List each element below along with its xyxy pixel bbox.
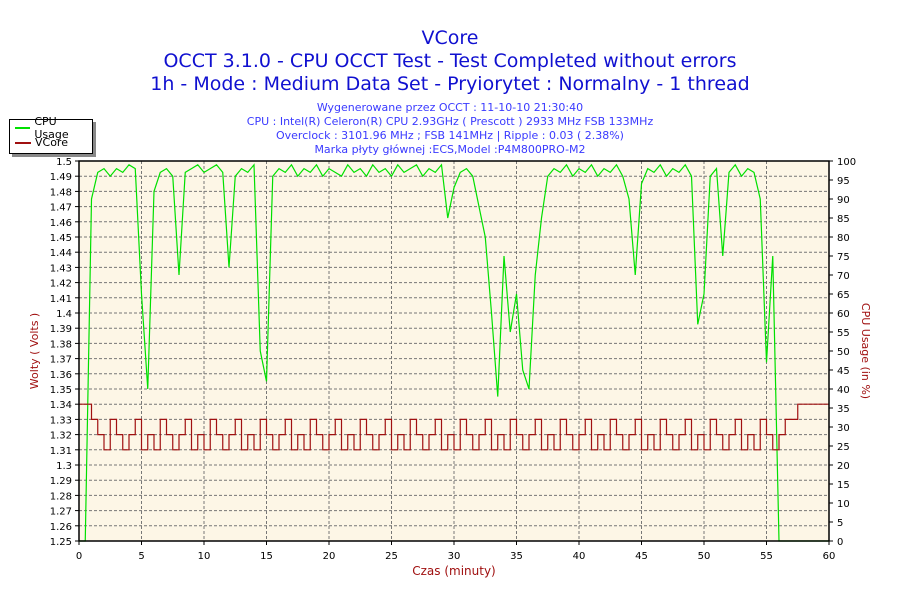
chart-subtitle-1: OCCT 3.1.0 - CPU OCCT Test - Test Comple… [163,50,737,72]
y-tick-label: 1.42 [50,279,72,290]
y2-tick-label: 90 [837,195,850,206]
y-tick-label: 1.3 [56,461,72,472]
x-axis-label: Czas (minuty) [412,564,496,578]
y2-tick-label: 70 [837,271,850,282]
y2-axis-label: CPU Usage (in %) [859,303,872,399]
y2-tick-label: 55 [837,328,850,339]
info-cpu: CPU : Intel(R) Celeron(R) CPU 2.93GHz ( … [246,115,654,128]
y2-tick-label: 75 [837,252,850,263]
y2-tick-label: 10 [837,499,850,510]
y2-tick-label: 85 [837,214,850,225]
y-tick-label: 1.25 [50,537,72,548]
legend-label-vcore: VCore [35,136,68,149]
y-tick-label: 1.31 [50,446,72,457]
y-tick-label: 1.46 [50,218,72,229]
y2-tick-label: 15 [837,480,850,491]
y-tick-label: 1.26 [50,522,72,533]
info-motherboard: Marka płyty głównej :ECS,Model :P4M800PR… [314,143,586,156]
y2-tick-label: 0 [837,537,843,548]
legend-item-cpu-usage: CPU Usage [15,115,92,141]
y-tick-label: 1.34 [50,400,72,411]
y-tick-label: 1.27 [50,507,72,518]
y-axis-label: Wolty ( Volts ) [28,313,41,389]
x-tick-label: 45 [635,551,648,562]
y2-tick-label: 60 [837,309,850,320]
y2-tick-label: 30 [837,423,850,434]
y2-tick-label: 5 [837,518,843,529]
y2-tick-label: 80 [837,233,850,244]
info-generated: Wygenerowane przez OCCT : 11-10-10 21:30… [316,101,584,114]
y2-tick-label: 35 [837,404,850,415]
y2-tick-label: 95 [837,176,850,187]
y-tick-label: 1.4 [56,309,72,320]
y-tick-label: 1.49 [50,172,72,183]
y-tick-label: 1.29 [50,476,72,487]
x-tick-label: 0 [76,551,82,562]
legend-swatch-cpu [15,126,31,129]
y-tick-label: 1.44 [50,248,72,259]
chart-subtitle-2: 1h - Mode : Medium Data Set - Pryiorytet… [150,73,750,95]
y2-tick-label: 65 [837,290,850,301]
legend-item-vcore: VCore [15,135,92,150]
y-tick-label: 1.38 [50,339,72,350]
y-tick-label: 1.45 [50,233,72,244]
x-tick-label: 25 [385,551,398,562]
legend-label-cpu: CPU Usage [34,114,69,141]
series-line-vcore [79,403,829,451]
y-tick-label: 1.39 [50,324,72,335]
y2-tick-label: 50 [837,347,850,358]
y2-tick-label: 40 [837,385,850,396]
info-overclock: Overclock : 3101.96 MHz ; FSB 141MHz | R… [276,129,624,142]
x-tick-label: 35 [510,551,523,562]
y-tick-label: 1.37 [50,355,72,366]
y2-tick-label: 25 [837,442,850,453]
x-tick-label: 15 [260,551,273,562]
y2-tick-label: 20 [837,461,850,472]
legend-swatch-vcore [15,141,31,144]
x-tick-label: 10 [198,551,211,562]
chart-title: VCore [421,27,479,49]
y-tick-label: 1.5 [56,157,72,168]
x-tick-label: 60 [823,551,836,562]
x-tick-label: 5 [138,551,144,562]
y-tick-label: 1.41 [50,294,72,305]
legend: CPU Usage VCore [9,115,93,154]
x-tick-label: 55 [760,551,773,562]
x-tick-label: 50 [698,551,711,562]
y-tick-label: 1.28 [50,491,72,502]
y-tick-label: 1.32 [50,431,72,442]
y-tick-label: 1.33 [50,415,72,426]
y-tick-label: 1.48 [50,187,72,198]
y-tick-label: 1.47 [50,203,72,214]
plot-border [78,160,830,542]
x-tick-label: 20 [323,551,336,562]
y2-tick-label: 45 [837,366,850,377]
y-tick-label: 1.43 [50,263,72,274]
x-tick-label: 40 [573,551,586,562]
x-tick-label: 30 [448,551,461,562]
y-tick-label: 1.35 [50,385,72,396]
y-tick-label: 1.36 [50,370,72,381]
y2-tick-label: 100 [837,157,856,168]
